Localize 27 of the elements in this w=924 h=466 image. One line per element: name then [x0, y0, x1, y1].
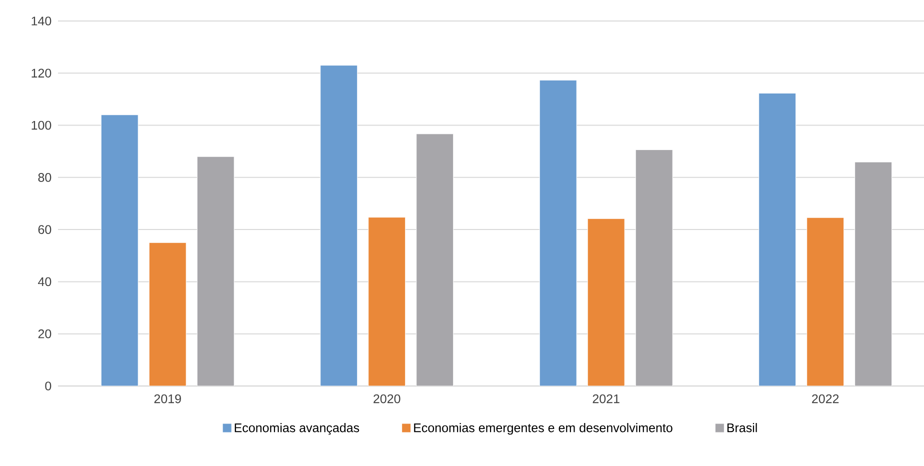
y-tick-label: 140 — [32, 16, 52, 26]
legend-label: Brasil — [727, 423, 757, 432]
y-tick-label: 20 — [38, 329, 52, 338]
bar — [196, 156, 234, 386]
bar — [368, 217, 406, 386]
legend-label: Economias avançadas — [234, 423, 360, 435]
x-tick-label: 2020 — [374, 394, 400, 404]
bar — [587, 218, 625, 386]
bar — [148, 242, 186, 386]
bar — [539, 80, 577, 386]
y-tick-label: 40 — [38, 277, 52, 286]
y-tick-label: 0 — [45, 382, 52, 390]
y-tick-label: 120 — [32, 68, 52, 78]
bar — [854, 162, 892, 386]
bar — [635, 150, 673, 386]
bar — [806, 217, 844, 386]
y-tick-label: 80 — [38, 173, 52, 182]
legend-label: Economias emergentes e em desenvolvimento — [414, 423, 672, 435]
x-tick-label: 2022 — [812, 394, 839, 404]
bar — [416, 134, 454, 386]
y-tick-label: 100 — [32, 120, 52, 130]
x-tick-label: 2021 — [592, 394, 620, 404]
x-tick-label: 2019 — [154, 394, 181, 404]
bar — [100, 114, 138, 386]
y-tick-label: 60 — [38, 225, 52, 234]
bar — [758, 92, 796, 386]
bar — [320, 65, 358, 386]
